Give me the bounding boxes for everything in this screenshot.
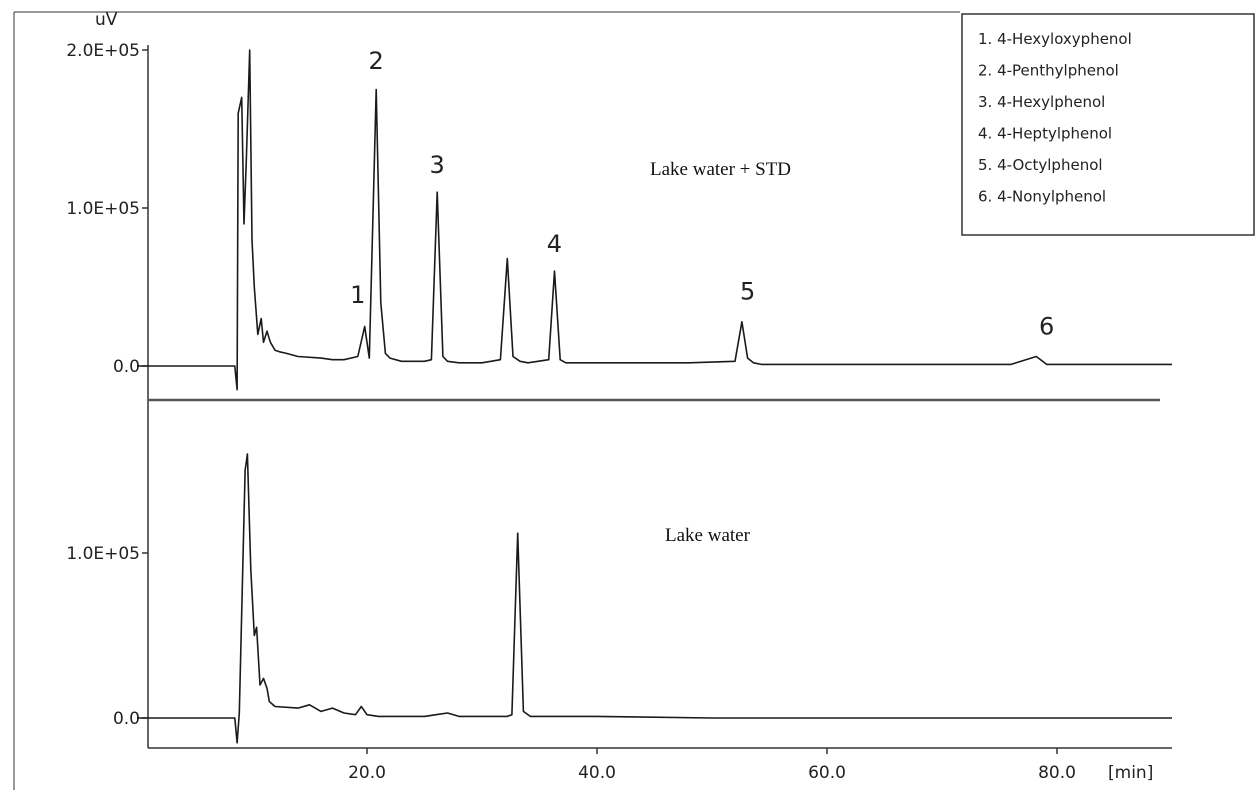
y-tick-label: 1.0E+05 <box>66 199 140 219</box>
legend-entry: 1. 4-Hexyloxyphenol <box>978 30 1132 48</box>
trace-label-lake-water-std: Lake water + STD <box>650 159 791 180</box>
peak-label: 2 <box>369 47 384 75</box>
y-unit-label: uV <box>95 10 118 30</box>
peak-label: 4 <box>547 230 562 258</box>
y-tick-label: 1.0E+05 <box>66 544 140 564</box>
x-tick-label: 20.0 <box>348 763 386 783</box>
legend-box <box>961 13 1255 236</box>
peak-label: 1 <box>350 281 365 309</box>
y-tick-label: 0.0 <box>113 709 140 729</box>
legend-entry: 4. 4-Heptylphenol <box>978 125 1112 143</box>
legend-entry: 2. 4-Penthylphenol <box>978 62 1119 80</box>
trace-label-lake-water: Lake water <box>665 525 751 546</box>
legend-entry: 3. 4-Hexylphenol <box>978 93 1105 111</box>
chromatogram-trace <box>137 453 1172 744</box>
x-tick-label: 80.0 <box>1038 763 1076 783</box>
legend: 1. 4-Hexyloxyphenol 2. 4-Penthylphenol 3. … <box>961 13 1255 236</box>
peak-label: 6 <box>1039 312 1054 340</box>
peak-label: 3 <box>430 151 445 179</box>
legend-entry: 6. 4-Nonylphenol <box>978 188 1106 206</box>
y-tick-label: 0.0 <box>113 357 140 377</box>
y-tick-label: 2.0E+05 <box>66 41 140 61</box>
x-unit-label: [min] <box>1108 763 1153 783</box>
x-tick-label: 40.0 <box>578 763 616 783</box>
chromatogram-trace <box>137 49 1172 391</box>
peak-label: 5 <box>740 278 755 306</box>
x-tick-label: 60.0 <box>808 763 846 783</box>
legend-entry: 5. 4-Octylphenol <box>978 156 1103 174</box>
